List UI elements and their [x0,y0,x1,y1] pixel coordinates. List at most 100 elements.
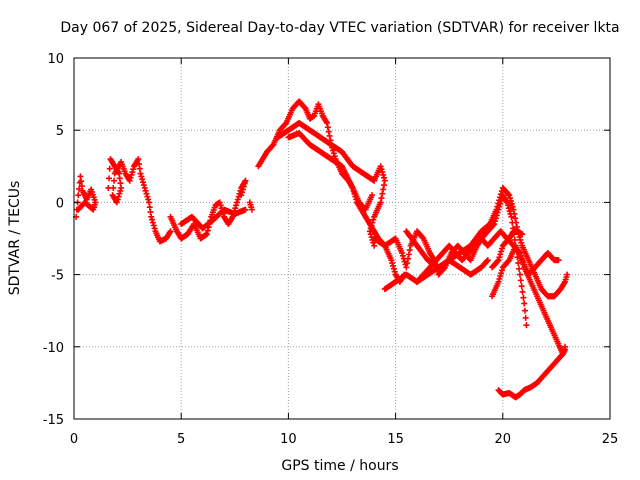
data-point [323,119,330,126]
data-point [242,206,249,213]
data-point [106,175,113,182]
data-point [521,300,528,307]
x-tick-label: 25 [602,432,619,447]
data-point [137,170,144,177]
x-tick-label: 5 [177,432,185,447]
data-point [269,142,276,149]
data-point [326,132,333,139]
data-point [378,166,385,173]
data-point [115,193,122,200]
data-point [217,202,224,209]
data-point [151,225,158,232]
data-point [216,199,223,206]
data-point [232,205,239,212]
data-point [282,121,289,128]
data-point [506,192,513,199]
data-point [522,314,529,321]
data-point [405,251,412,258]
data-point [518,283,525,290]
data-point [399,252,406,259]
y-axis-label: SDTVAR / TECUs [7,181,23,296]
data-point [381,182,388,189]
data-point [76,185,83,192]
data-point [149,216,156,223]
data-point [378,195,385,202]
data-point [167,228,174,235]
data-point [496,197,503,204]
data-point [498,267,505,274]
data-point [508,200,515,207]
y-tick-label: 10 [47,52,64,67]
data-point [390,265,397,272]
data-point [497,251,504,258]
data-point [494,258,501,265]
data-point [242,177,249,184]
data-point [498,245,505,252]
data-point [484,257,491,264]
data-point [240,183,247,190]
x-axis-ticks: 0 5 10 15 20 25 [70,58,618,447]
data-point [419,234,426,241]
data-point [233,202,240,209]
data-point [140,182,147,189]
data-point [564,271,571,278]
data-point [511,236,518,243]
data-point [109,192,116,199]
data-point [369,219,376,226]
data-point [128,171,135,178]
data-point [325,128,332,135]
data-point [149,219,156,226]
data-point [495,278,502,285]
data-point [241,180,248,187]
data-point [105,184,112,191]
data-point [127,174,134,181]
data-point [148,213,155,220]
data-point [506,208,513,215]
data-point [388,257,395,264]
data-point [138,173,145,180]
data-point [301,104,308,111]
data-point [126,177,133,184]
chart-title: Day 067 of 2025, Sidereal Day-to-day VTE… [60,20,619,36]
data-point [495,200,502,207]
y-tick-label: -10 [43,341,64,356]
data-point [324,124,331,131]
data-point [377,163,384,170]
data-point [110,184,117,191]
data-point [498,270,505,277]
data-point [498,248,505,255]
data-point [521,307,528,314]
data-point [515,260,522,267]
data-point [505,258,512,265]
data-point [381,174,388,181]
data-point [389,260,396,267]
data-point [367,231,374,238]
data-point [518,239,525,246]
data-point [510,206,517,213]
data-point [371,242,378,249]
data-point [379,190,386,197]
data-point [497,273,504,280]
data-point [399,249,406,256]
data-point [366,228,373,235]
data-point [507,195,514,202]
plot-frame [73,57,611,420]
data-point [494,203,501,210]
data-point [234,196,241,203]
data-point [493,206,500,213]
data-point [496,275,503,282]
data-point [561,346,568,353]
data-point [495,257,502,264]
data-point [497,191,504,198]
data-point [140,179,147,186]
y-tick-label: -5 [51,269,64,284]
data-point [379,169,386,176]
data-point [370,239,377,246]
data-point [517,277,524,284]
data-point [143,190,150,197]
data-point [523,322,530,329]
data-point [504,202,511,209]
data-point [203,231,210,238]
data-point [150,222,157,229]
